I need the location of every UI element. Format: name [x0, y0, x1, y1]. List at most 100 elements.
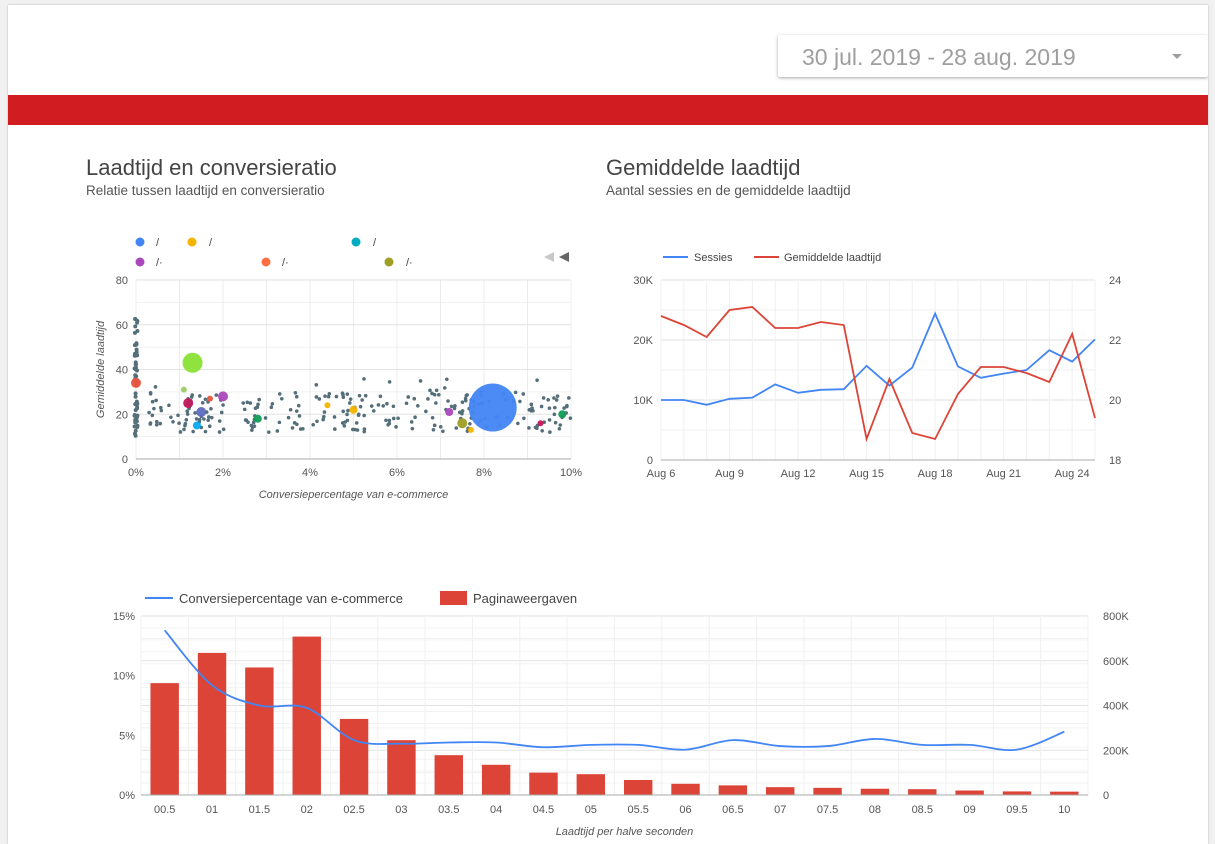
scatter-point	[378, 394, 383, 399]
scatter-point	[326, 394, 331, 399]
scatter-point	[243, 418, 248, 422]
scatter-highlight-point	[218, 391, 228, 402]
date-range-label: 30 jul. 2019 - 28 aug. 2019	[802, 44, 1076, 70]
scatter-point	[277, 420, 282, 425]
x-tick-label: 07.5	[817, 804, 838, 816]
x-tick-label: 05	[585, 804, 597, 816]
scatter-point	[541, 396, 546, 400]
scatter-point	[449, 404, 454, 409]
scatter-point	[376, 403, 381, 407]
line-chart: Sessies Gemiddelde laadtijd 0 10K 20K 30K 18 2…	[633, 252, 1121, 480]
scatter-point	[209, 415, 214, 420]
x-tick-label: 07	[774, 804, 786, 816]
scatter-point	[424, 409, 428, 414]
scatter-point	[539, 404, 544, 409]
scatter-point	[203, 397, 208, 402]
line-legend: Sessies Gemiddelde laadtijd	[663, 252, 881, 264]
scatter-point	[148, 421, 153, 425]
scatter-point	[362, 413, 366, 418]
scatter-point	[342, 424, 347, 428]
line-plot-area: 0 10K 20K 30K 18 20 22 24 Aug 6 Aug 9 Aug 12 Aug 15…	[633, 275, 1121, 480]
scatter-point	[197, 417, 202, 422]
x-tick-label: 01	[206, 804, 218, 816]
bar-paginaweergaven	[813, 787, 842, 795]
scatter-point	[410, 426, 415, 431]
bar-paginaweergaven	[150, 683, 179, 795]
series-line-sessies	[661, 311, 1096, 406]
x-tick-label: 04	[490, 804, 502, 816]
x-tick-label: 09.5	[1006, 804, 1027, 816]
x-tick-label: Aug 6	[647, 468, 676, 480]
scatter-point	[159, 405, 163, 410]
legend-next-arrow-icon[interactable]	[559, 252, 569, 262]
scatter-point	[430, 415, 435, 420]
scatter-point	[245, 400, 250, 405]
x-tick-label: 4%	[302, 467, 318, 479]
scatter-point	[540, 428, 544, 433]
scatter-point	[290, 426, 295, 430]
legend-marker	[187, 237, 197, 247]
scatter-point	[442, 386, 447, 390]
scatter-point	[323, 394, 327, 398]
y-tick-label: 0	[122, 454, 128, 466]
scatter-point	[134, 342, 139, 347]
scatter-point	[454, 426, 459, 430]
x-tick-label: 2%	[215, 467, 231, 479]
scatter-point	[334, 394, 339, 399]
scatter-point	[269, 405, 274, 410]
scatter-point	[135, 401, 140, 406]
scatter-point	[257, 397, 261, 402]
scatter-point	[522, 416, 526, 421]
bar-paginaweergaven	[766, 787, 795, 795]
legend-label: /	[209, 237, 213, 249]
scatter-point	[135, 353, 140, 358]
scatter-point	[371, 409, 376, 413]
y-left-tick-label: 0	[647, 455, 653, 467]
scatter-point	[553, 420, 558, 425]
scatter-point	[154, 422, 159, 427]
scatter-point	[567, 396, 571, 400]
y-right-tick-label: 200K	[1103, 745, 1129, 757]
scatter-point	[546, 398, 551, 402]
bar-paginaweergaven	[1050, 791, 1079, 795]
scatter-point	[362, 429, 367, 434]
series-line-laadtijd	[660, 306, 1096, 443]
x-tick-label: 06.5	[722, 804, 743, 816]
scatter-point	[297, 414, 302, 418]
scatter-point	[391, 416, 396, 421]
scatter-point	[565, 403, 569, 408]
report-page: 30 jul. 2019 - 28 aug. 2019 Laadtijd en …	[8, 5, 1208, 844]
x-tick-label: 8%	[476, 467, 492, 479]
scatter-point	[178, 430, 183, 434]
scatter-point	[203, 429, 208, 434]
scatter-point	[148, 390, 153, 395]
bar-paginaweergaven	[718, 785, 748, 795]
scatter-point	[133, 391, 138, 396]
scatter-point	[468, 421, 472, 426]
y-tick-label: 20	[116, 409, 128, 421]
y-left-tick-label: 20K	[633, 335, 653, 347]
scatter-point	[288, 407, 293, 412]
scatter-point	[431, 427, 436, 432]
scatter-point	[332, 415, 337, 419]
x-tick-label: 6%	[389, 467, 405, 479]
scatter-point	[167, 403, 171, 408]
scatter-point	[293, 390, 298, 395]
bar-paginaweergaven	[576, 774, 606, 795]
scatter-point	[177, 421, 181, 426]
x-tick-label: 01.5	[249, 804, 270, 816]
scatter-point	[152, 406, 156, 411]
scatter-point	[434, 401, 438, 405]
scatter-point	[132, 330, 137, 335]
chevron-down-icon[interactable]	[1172, 54, 1182, 59]
scatter-point	[249, 423, 254, 428]
legend-prev-arrow-icon[interactable]	[544, 252, 554, 262]
legend-label: /·	[406, 257, 413, 269]
scatter-point	[535, 378, 539, 382]
date-range-picker[interactable]: 30 jul. 2019 - 28 aug. 2019	[778, 35, 1208, 77]
scatter-point	[158, 421, 163, 426]
scatter-point	[133, 394, 138, 399]
scatter-point	[387, 418, 392, 423]
scatter-point	[133, 317, 138, 322]
scatter-highlight-point	[445, 408, 454, 417]
